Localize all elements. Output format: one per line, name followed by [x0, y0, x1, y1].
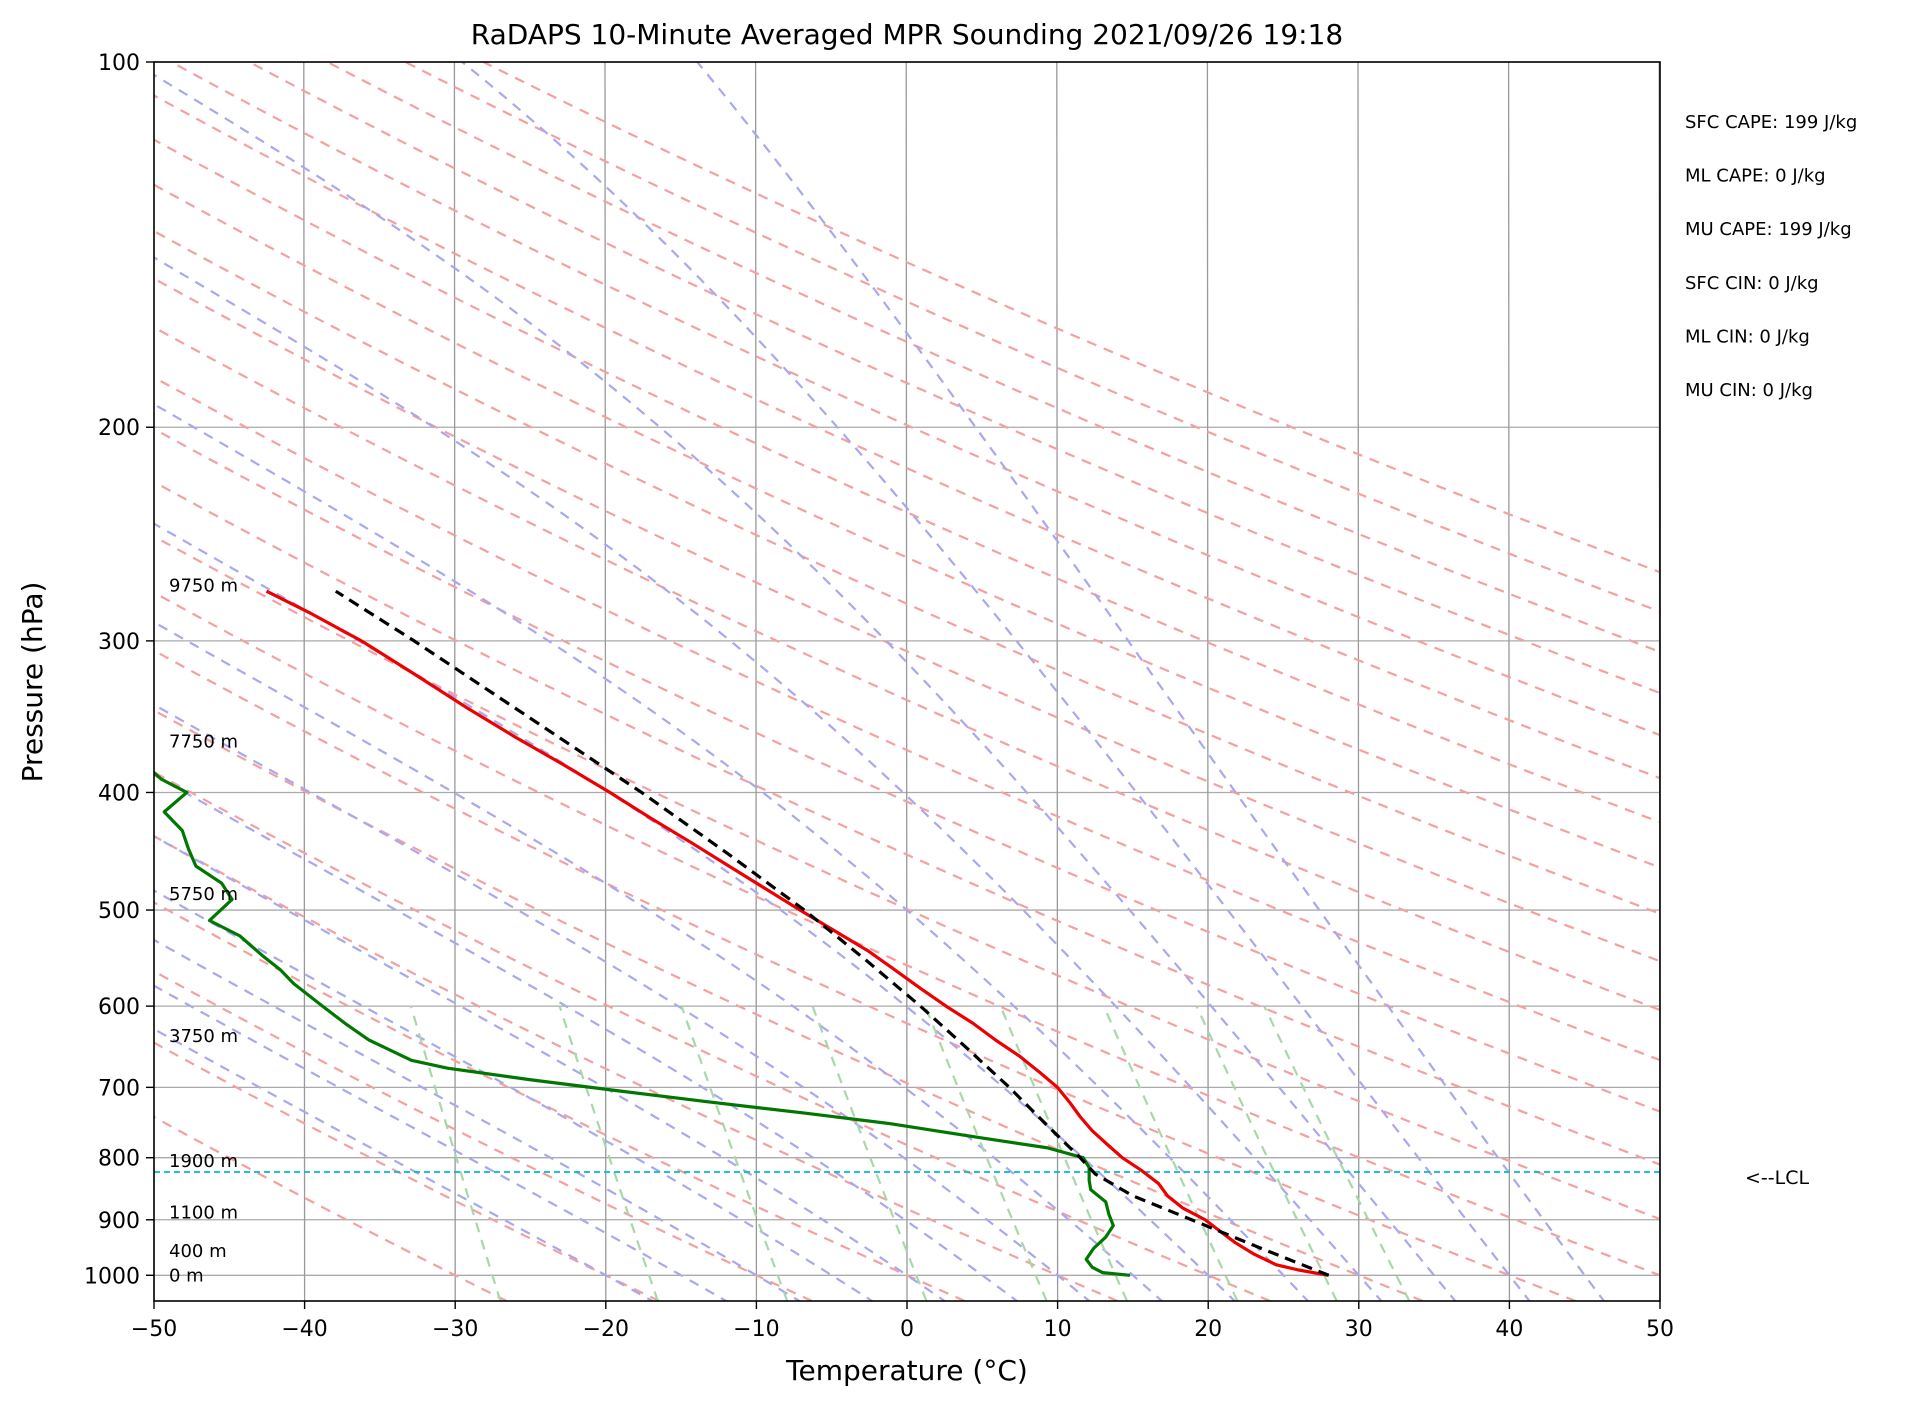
mixing-ratio-line [924, 1005, 1048, 1301]
x-tick-label: 0 [900, 1317, 914, 1342]
y-tick-label: 300 [98, 630, 140, 655]
background-grid [3, 62, 1811, 1301]
x-tick-label: −40 [281, 1317, 327, 1342]
mixing-ratio-line [1263, 1005, 1411, 1301]
height-label: 5750 m [169, 884, 238, 905]
isotherm-line [1206, 62, 1209, 1301]
height-label: 3750 m [169, 1026, 238, 1047]
isotherm-line [1056, 62, 1059, 1301]
y-tick-label: 900 [98, 1209, 140, 1234]
mixing-ratio-line [409, 1005, 502, 1301]
height-label: 7750 m [169, 731, 238, 752]
x-tick-label: −10 [733, 1317, 779, 1342]
moist-adiabat-line [154, 889, 875, 1301]
isotherm-line [1507, 62, 1511, 1301]
x-axis-title: Temperature (°C) [785, 1354, 1028, 1387]
moist-adiabat-line [461, 62, 1531, 1301]
mixing-ratio-line [1102, 1005, 1239, 1301]
isotherm-line [303, 62, 306, 1301]
dry-adiabat-line [154, 649, 1577, 1301]
stat-label: ML CAPE: 0 J/kg [1685, 166, 1826, 187]
dry-adiabat-line [154, 94, 1660, 780]
height-label: 0 m [169, 1265, 204, 1286]
y-tick-label: 500 [98, 899, 140, 924]
mixing-ratio-line [811, 1005, 928, 1301]
height-labels: 0 m 400 m 1100 m 1900 m 3750 m 5750 m 7750 m 97… [169, 575, 238, 1286]
stat-label: MU CIN: 0 J/kg [1685, 380, 1813, 401]
moist-adiabat-line [154, 522, 1237, 1301]
dry-adiabat-line [154, 901, 966, 1301]
x-tick-label: 30 [1345, 1317, 1373, 1342]
temperature-line [265, 589, 1329, 1277]
chart-title: RaDAPS 10-Minute Averaged MPR Sounding 2… [471, 18, 1343, 51]
isotherm-line [1810, 62, 1811, 1301]
mixing-ratio-line [680, 1005, 789, 1301]
dry-adiabat-line [482, 62, 1660, 574]
height-label: 400 m [169, 1241, 227, 1262]
y-tick-label: 1000 [84, 1264, 140, 1289]
x-tick-label: 10 [1044, 1317, 1072, 1342]
height-label: 1100 m [169, 1203, 238, 1224]
moist-adiabat-line [154, 773, 1019, 1301]
dry-adiabat-line [154, 229, 1660, 915]
isotherm-line [905, 62, 908, 1301]
dry-adiabat-line [154, 427, 1660, 1113]
x-tick-label: 20 [1194, 1317, 1222, 1342]
dry-adiabat-line [154, 535, 1660, 1221]
height-label: 1900 m [169, 1151, 238, 1172]
y-tick-label: 400 [98, 781, 140, 806]
y-tick-label: 800 [98, 1147, 140, 1172]
y-tick-label: 200 [98, 416, 140, 441]
moist-adiabat-line [154, 984, 729, 1301]
stat-label: SFC CIN: 0 J/kg [1685, 273, 1819, 294]
stability-indices: SFC CAPE: 199 J/kg ML CAPE: 0 J/kg MU CAPE… [1685, 112, 1857, 401]
x-tick-label: −50 [131, 1317, 177, 1342]
dry-adiabat-line [154, 1041, 660, 1301]
series-layer [154, 589, 1330, 1277]
moist-adiabat-line [154, 620, 1164, 1301]
dry-adiabat-line [170, 62, 1660, 737]
moist-adiabat-line [154, 402, 1310, 1301]
isotherm-line [1357, 62, 1360, 1301]
moist-adiabat-line [154, 835, 947, 1301]
dry-adiabat-line [154, 1115, 508, 1301]
x-tick-label: 40 [1495, 1317, 1523, 1342]
lcl-label: <--LCL [1745, 1167, 1809, 1189]
mixing-ratio-line [1195, 1005, 1338, 1301]
parcel-line [334, 589, 1330, 1277]
y-tick-label: 600 [98, 995, 140, 1020]
dry-adiabat-line [154, 709, 1424, 1301]
dry-adiabat-line [154, 376, 1660, 1062]
height-label: 9750 m [169, 575, 238, 596]
y-axis-title: Pressure (hPa) [16, 582, 49, 783]
axis-ticks: −50 −40 −30 −20 −10 0 10 20 30 40 50 100 200 300 400 50… [84, 51, 1674, 1342]
moist-adiabat-line [154, 703, 1092, 1301]
stat-label: SFC CAPE: 199 J/kg [1685, 112, 1857, 133]
dry-adiabat-line [154, 183, 1660, 869]
stat-label: ML CIN: 0 J/kg [1685, 326, 1810, 347]
x-tick-label: −30 [432, 1317, 478, 1342]
dry-adiabat-line [404, 62, 1660, 613]
y-tick-label: 100 [98, 51, 140, 76]
dry-adiabat-line [154, 591, 1660, 1277]
dry-adiabat-line [248, 62, 1660, 695]
mixing-ratio-line [999, 1005, 1129, 1301]
stat-label: MU CAPE: 199 J/kg [1685, 219, 1852, 240]
isotherm-line [453, 62, 456, 1301]
dewpoint-line [154, 770, 1131, 1277]
mixing-ratio-line [558, 1005, 659, 1301]
moist-adiabat-line [154, 938, 802, 1301]
isotherm-line [604, 62, 607, 1301]
dry-adiabat-line [154, 138, 1660, 824]
isotherm-line [3, 62, 4, 1301]
y-tick-label: 700 [98, 1076, 140, 1101]
moist-adiabat-line [154, 73, 1457, 1301]
x-tick-label: −20 [583, 1317, 629, 1342]
moist-adiabat-line [154, 256, 1383, 1301]
dry-adiabat-line [154, 970, 813, 1301]
moist-adiabat-line [154, 1027, 655, 1301]
x-tick-label: 50 [1646, 1317, 1674, 1342]
